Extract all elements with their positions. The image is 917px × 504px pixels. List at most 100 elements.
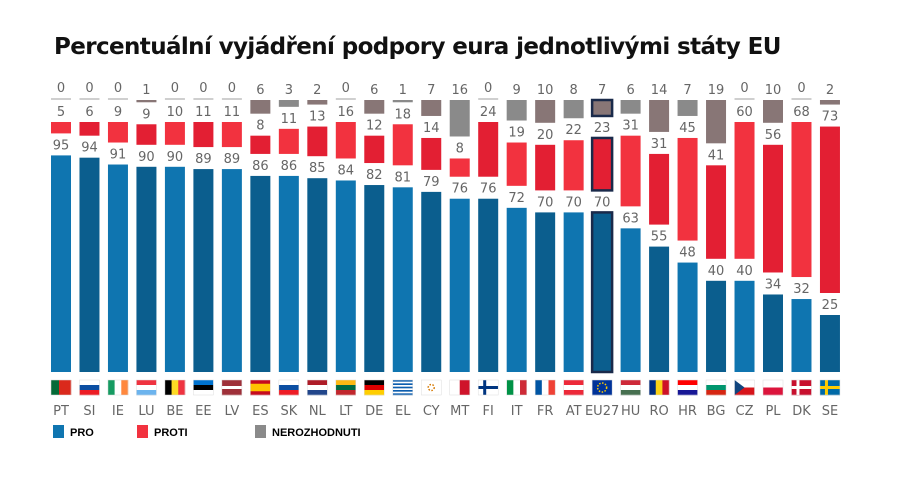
bar-segment-pro-ee xyxy=(193,169,214,372)
bar-segment-proti-pt xyxy=(51,122,71,134)
bar-segment-proti-el xyxy=(392,124,413,166)
data-label: 5 xyxy=(57,105,65,120)
bar-segment-nerozhodnuti-cz xyxy=(734,98,755,100)
bar-segment-pro-hr xyxy=(677,262,698,372)
data-label: 48 xyxy=(679,246,696,261)
bar-segment-pro-ie xyxy=(107,164,128,372)
data-label: 22 xyxy=(565,123,582,138)
data-label: 0 xyxy=(57,81,65,96)
bar-segment-nerozhodnuti-nl xyxy=(307,100,328,105)
data-label: 24 xyxy=(480,105,497,120)
tick-label-se: SE xyxy=(822,404,838,419)
data-label: 79 xyxy=(423,175,440,190)
bar-segment-proti-ro xyxy=(649,153,670,225)
tick-label-pl: PL xyxy=(765,404,781,419)
flag-cz-icon xyxy=(734,379,755,396)
data-label: 6 xyxy=(370,83,378,98)
flag-fi-icon xyxy=(477,379,499,396)
data-label: 89 xyxy=(224,152,241,167)
data-label: 1 xyxy=(399,83,407,98)
bar-segment-proti-cz xyxy=(734,122,755,259)
bar-segment-proti-eu27 xyxy=(590,136,614,192)
data-label: 60 xyxy=(736,105,753,120)
data-label: 56 xyxy=(765,128,782,143)
flag-ie-icon xyxy=(107,379,129,396)
data-label: 10 xyxy=(765,83,782,98)
flag-pl-icon xyxy=(762,379,784,396)
tick-label-el: EL xyxy=(395,404,411,419)
data-label: 13 xyxy=(309,110,326,125)
tick-label-fi: FI xyxy=(483,404,494,419)
data-label: 16 xyxy=(338,105,355,120)
data-label: 23 xyxy=(594,121,611,136)
bar-segment-pro-bg xyxy=(706,280,727,372)
bar-segment-nerozhodnuti-pl xyxy=(763,100,783,123)
bar-segment-proti-hu xyxy=(620,135,641,207)
bar-segment-proti-pl xyxy=(763,144,783,273)
bar-segment-pro-es xyxy=(250,175,271,372)
tick-label-ro: RO xyxy=(649,404,668,419)
data-label: 32 xyxy=(793,282,810,297)
data-label: 9 xyxy=(114,105,122,120)
tick-label-ie: IE xyxy=(112,404,124,419)
tick-label-mt: MT xyxy=(450,404,469,419)
flag-de-icon xyxy=(364,379,385,396)
flag-si-icon xyxy=(79,379,100,396)
data-label: 6 xyxy=(626,83,634,98)
bar-segment-nerozhodnuti-lu xyxy=(136,100,157,103)
data-label: 31 xyxy=(651,137,668,152)
tick-label-nl: NL xyxy=(309,404,327,419)
data-label: 11 xyxy=(195,105,212,120)
flag-at-icon xyxy=(563,379,584,396)
bar-segment-nerozhodnuti-cy xyxy=(421,100,442,116)
tick-label-lv: LV xyxy=(225,404,240,419)
data-label: 31 xyxy=(622,119,639,134)
tick-label-dk: DK xyxy=(792,404,811,419)
bar-segment-pro-be xyxy=(164,166,185,372)
data-label: 6 xyxy=(85,105,93,120)
data-label: 41 xyxy=(708,148,725,163)
chart-title: Percentuální vyjádření podpory eura jedn… xyxy=(54,34,781,60)
bar-segment-nerozhodnuti-lt xyxy=(335,98,356,100)
data-label: 14 xyxy=(651,83,668,98)
data-label: 6 xyxy=(256,83,264,98)
data-label: 16 xyxy=(451,83,468,98)
data-label: 0 xyxy=(85,81,93,96)
flag-eu27-icon xyxy=(591,379,613,396)
legend-label-pro: PRO xyxy=(70,427,94,439)
bar-segment-nerozhodnuti-hr xyxy=(677,100,698,116)
tick-label-ee: EE xyxy=(195,404,211,419)
bar-segment-nerozhodnuti-at xyxy=(563,100,584,119)
data-label: 70 xyxy=(565,195,582,210)
bar-segment-pro-nl xyxy=(307,178,328,372)
data-label: 8 xyxy=(569,83,577,98)
bar-segment-proti-dk xyxy=(791,122,812,278)
data-label: 90 xyxy=(138,150,155,165)
bar-segment-nerozhodnuti-sk xyxy=(278,100,299,107)
data-label: 14 xyxy=(423,121,440,136)
data-label: 94 xyxy=(81,141,98,156)
tick-label-fr: FR xyxy=(537,404,554,419)
bar-segment-proti-si xyxy=(79,122,100,136)
flag-el-icon xyxy=(392,379,414,396)
bar-segment-pro-lt xyxy=(335,180,356,372)
bar-segment-nerozhodnuti-ie xyxy=(107,98,128,100)
data-label: 84 xyxy=(338,163,355,178)
data-label: 45 xyxy=(679,121,696,136)
tick-label-es: ES xyxy=(252,404,268,419)
bar-segment-nerozhodnuti-de xyxy=(364,100,385,114)
bar-segment-proti-de xyxy=(364,135,385,164)
bar-segment-pro-el xyxy=(392,187,413,372)
bar-segment-pro-at xyxy=(563,212,584,372)
bar-segment-proti-be xyxy=(164,122,185,145)
bar-segment-nerozhodnuti-dk xyxy=(791,98,812,100)
bar-segment-proti-lt xyxy=(335,122,356,159)
data-label: 34 xyxy=(765,277,782,292)
flag-hr-icon xyxy=(677,379,698,396)
data-label: 19 xyxy=(508,126,525,141)
data-label: 55 xyxy=(651,230,668,245)
bar-segment-nerozhodnuti-es xyxy=(250,100,271,114)
bar-segment-nerozhodnuti-si xyxy=(79,98,100,100)
bar-segment-nerozhodnuti-ro xyxy=(649,100,670,132)
tick-label-de: DE xyxy=(365,404,383,419)
